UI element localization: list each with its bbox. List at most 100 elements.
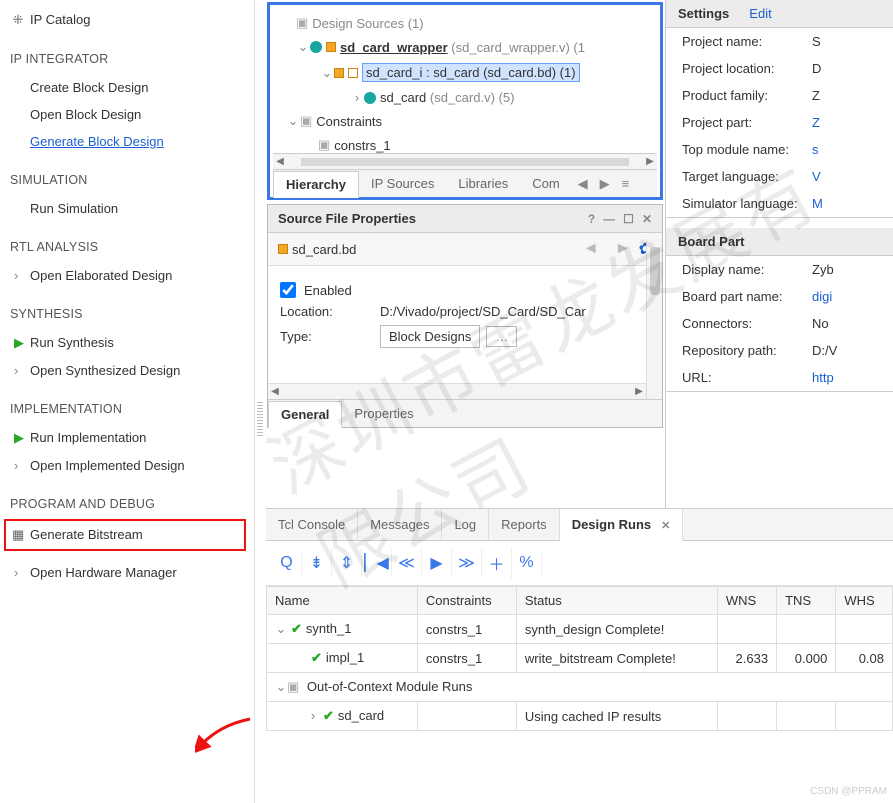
col-constraints[interactable]: Constraints	[417, 587, 516, 615]
prev-icon[interactable]: ◄	[583, 240, 599, 258]
nav-generate-bitstream[interactable]: ▦Generate Bitstream	[4, 519, 246, 551]
splitter[interactable]	[255, 0, 265, 803]
edit-link[interactable]: Edit	[749, 6, 771, 21]
expand-icon[interactable]: ›	[350, 90, 364, 105]
chevron-right-icon: ›	[14, 458, 24, 473]
minimize-icon[interactable]: —	[603, 212, 615, 226]
tab-compile[interactable]: Com	[520, 171, 571, 196]
tab-log[interactable]: Log	[442, 509, 489, 540]
tab-libraries[interactable]: Libraries	[446, 171, 520, 196]
nav-ip-catalog[interactable]: ⁜IP Catalog	[8, 6, 246, 34]
first-icon[interactable]: ▏◀	[362, 549, 392, 577]
board-row: Display name:Zyb	[666, 256, 893, 283]
collapse-icon[interactable]: ⌄	[320, 65, 334, 81]
ip-icon: ⁜	[12, 12, 24, 28]
nav-generate-block-design[interactable]: Generate Block Design	[8, 128, 246, 155]
settings-key: Project part:	[682, 115, 812, 130]
next-icon[interactable]: ►	[615, 240, 631, 258]
tab-messages[interactable]: Messages	[358, 509, 442, 540]
check-icon: ✔	[323, 708, 334, 723]
properties-panel: Source File Properties ? — ☐ ✕ sd_card.b…	[267, 204, 663, 428]
tree-wrapper[interactable]: ⌄sd_card_wrapper (sd_card_wrapper.v) (1	[274, 35, 656, 59]
play-icon[interactable]: ▶	[422, 549, 452, 577]
col-name[interactable]: Name	[267, 587, 418, 615]
nav-run-implementation[interactable]: ▶Run Implementation	[8, 424, 246, 452]
table-row[interactable]: ›✔sd_card Using cached IP results	[267, 702, 893, 731]
settings-value[interactable]: V	[812, 169, 821, 184]
tab-ip-sources[interactable]: IP Sources	[359, 171, 446, 196]
forward-icon[interactable]: ≫	[452, 549, 482, 577]
expand-all-icon[interactable]: ⇕	[332, 549, 362, 577]
tabs-left-icon[interactable]: ◀	[572, 176, 594, 192]
h-scrollbar[interactable]: ◀▶	[273, 153, 657, 169]
close-icon[interactable]: ✕	[642, 212, 652, 226]
col-status[interactable]: Status	[516, 587, 717, 615]
tree-instance[interactable]: ⌄sd_card_i : sd_card (sd_card.bd) (1)	[274, 59, 656, 86]
board-value[interactable]: http	[812, 370, 834, 385]
v-scrollbar[interactable]	[646, 239, 662, 399]
tab-design-runs[interactable]: Design Runs✕	[560, 509, 684, 541]
properties-tabs: General Properties	[268, 399, 662, 427]
settings-value[interactable]: s	[812, 142, 819, 157]
folder-icon: ▣	[300, 113, 312, 129]
runs-table: Name Constraints Status WNS TNS WHS ⌄✔sy…	[266, 586, 893, 731]
tabs-right-icon[interactable]: ▶	[594, 176, 616, 192]
col-tns[interactable]: TNS	[777, 587, 836, 615]
tab-hierarchy[interactable]: Hierarchy	[273, 171, 359, 198]
enabled-row[interactable]: Enabled	[280, 282, 650, 298]
tab-tcl[interactable]: Tcl Console	[266, 509, 358, 540]
browse-button[interactable]: …	[486, 326, 517, 347]
flow-navigator: ⁜IP Catalog IP INTEGRATOR Create Block D…	[0, 0, 255, 803]
board-key: Connectors:	[682, 316, 812, 331]
maximize-icon[interactable]: ☐	[623, 212, 634, 226]
settings-value[interactable]: Z	[812, 115, 820, 130]
table-row[interactable]: ⌄▣ Out-of-Context Module Runs	[267, 673, 893, 702]
help-icon[interactable]: ?	[588, 212, 595, 226]
settings-title: Settings	[678, 6, 729, 21]
search-icon[interactable]: Q	[272, 550, 302, 576]
tab-reports[interactable]: Reports	[489, 509, 560, 540]
settings-value: Z	[812, 88, 820, 103]
nav-section-integrator: IP INTEGRATOR	[10, 52, 246, 66]
rewind-icon[interactable]: ≪	[392, 549, 422, 577]
percent-icon[interactable]: %	[512, 550, 542, 576]
collapse-icon[interactable]: ⌄	[296, 39, 310, 55]
board-key: Repository path:	[682, 343, 812, 358]
settings-panel: SettingsEdit Project name:SProject locat…	[666, 0, 893, 218]
expand-icon[interactable]: ›	[307, 708, 319, 723]
settings-value[interactable]: M	[812, 196, 823, 211]
add-icon[interactable]: ＋	[482, 547, 512, 579]
collapse-icon[interactable]: ⌄	[275, 621, 287, 637]
folder-icon: ▣	[318, 137, 330, 153]
tree-module[interactable]: ›sd_card (sd_card.v) (5)	[274, 86, 656, 109]
tab-properties[interactable]: Properties	[342, 401, 425, 426]
close-tab-icon[interactable]: ✕	[661, 520, 670, 532]
enabled-checkbox[interactable]	[280, 282, 296, 298]
nav-open-block-design[interactable]: Open Block Design	[8, 101, 246, 128]
board-value[interactable]: digi	[812, 289, 832, 304]
col-whs[interactable]: WHS	[836, 587, 893, 615]
collapse-icon[interactable]: ⌄	[275, 679, 287, 695]
tree-constraints[interactable]: ⌄▣Constraints	[274, 109, 656, 133]
play-icon: ▶	[14, 430, 24, 445]
tabs-menu-icon[interactable]: ≡	[616, 176, 636, 191]
nav-open-implemented[interactable]: ›Open Implemented Design	[8, 452, 246, 479]
credit: CSDN @PPRAM	[810, 786, 887, 797]
nav-open-synthesized[interactable]: ›Open Synthesized Design	[8, 357, 246, 384]
folder-icon: ▣	[296, 15, 308, 31]
table-row[interactable]: ✔impl_1 constrs_1write_bitstream Complet…	[267, 644, 893, 673]
collapse-icon[interactable]: ⌄	[286, 113, 300, 129]
nav-open-elaborated[interactable]: ›Open Elaborated Design	[8, 262, 246, 289]
nav-create-block-design[interactable]: Create Block Design	[8, 74, 246, 101]
nav-open-hw-manager[interactable]: ›Open Hardware Manager	[8, 559, 246, 586]
tree-design-sources[interactable]: ▣Design Sources (1)	[274, 11, 656, 35]
board-key: Board part name:	[682, 289, 812, 304]
table-row[interactable]: ⌄✔synth_1 constrs_1synth_design Complete…	[267, 615, 893, 644]
nav-run-simulation[interactable]: Run Simulation	[8, 195, 246, 222]
tab-general[interactable]: General	[268, 401, 342, 428]
h-scrollbar[interactable]: ◀▶	[268, 383, 646, 399]
col-wns[interactable]: WNS	[717, 587, 776, 615]
type-input[interactable]: Block Designs	[380, 325, 480, 348]
collapse-all-icon[interactable]: ⇟	[302, 549, 332, 577]
nav-run-synthesis[interactable]: ▶Run Synthesis	[8, 329, 246, 357]
